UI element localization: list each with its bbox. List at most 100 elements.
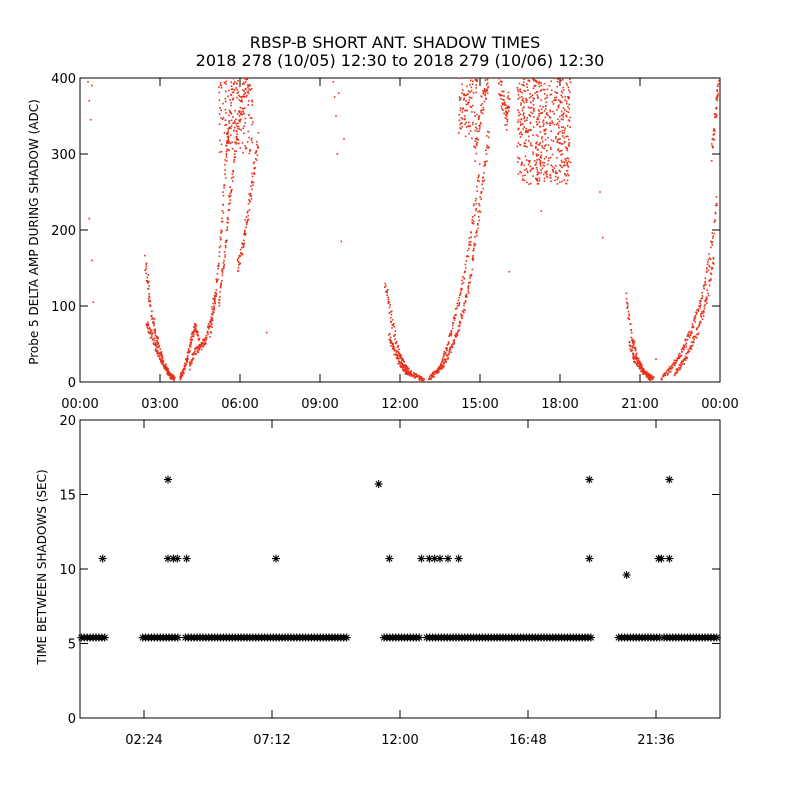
data-point [481, 183, 483, 186]
data-point [536, 171, 539, 173]
data-point [468, 247, 470, 250]
data-point [146, 326, 149, 328]
data-point [218, 255, 221, 258]
data-point [546, 170, 548, 172]
data-point [693, 341, 695, 344]
data-point [523, 179, 526, 182]
data-point [468, 132, 470, 135]
data-point [153, 339, 156, 342]
data-point [257, 145, 259, 147]
data-point [230, 119, 233, 121]
data-point [222, 262, 225, 264]
data-point [630, 336, 632, 339]
data-point [432, 373, 435, 376]
data-point [506, 123, 508, 126]
data-point [210, 320, 213, 322]
data-point [646, 373, 648, 376]
data-point [693, 319, 695, 322]
data-point [151, 333, 153, 336]
data-point [242, 81, 245, 84]
data-point [702, 312, 704, 315]
data-point [162, 364, 165, 366]
data-point [547, 114, 549, 117]
data-point [484, 88, 486, 90]
data-point [157, 346, 159, 348]
data-point [254, 167, 257, 169]
data-point [384, 282, 386, 285]
data-point [213, 294, 216, 297]
data-point [702, 315, 705, 317]
data-point [561, 132, 564, 134]
data-point [561, 149, 563, 152]
data-point [226, 226, 229, 228]
data-point [220, 231, 223, 233]
data-point [559, 100, 561, 102]
data-point [704, 277, 707, 280]
data-point [554, 172, 557, 175]
data-point [173, 377, 176, 380]
data-point [699, 306, 702, 309]
data-point [224, 254, 226, 256]
data-point [500, 81, 503, 83]
data-point [642, 369, 645, 372]
data-point [463, 304, 465, 307]
data-point [529, 115, 532, 117]
data-point [223, 266, 225, 269]
data-point [192, 353, 195, 355]
data-point [239, 95, 241, 98]
data-point [209, 320, 211, 323]
data-point [529, 170, 532, 172]
data-point [470, 236, 472, 238]
data-point [208, 327, 210, 330]
data-point [531, 167, 533, 170]
data-point [526, 171, 529, 174]
data-point [553, 99, 555, 102]
data-point [552, 103, 555, 105]
data-point [628, 314, 631, 317]
data-point [680, 360, 683, 363]
data-point [690, 348, 693, 351]
data-point [391, 327, 393, 329]
data-point [236, 142, 238, 144]
data-point [646, 372, 648, 375]
data-point [155, 335, 158, 338]
data-point [478, 215, 480, 218]
data-point [469, 244, 472, 246]
data-point [447, 353, 450, 356]
data-point [144, 254, 146, 257]
data-point [539, 164, 542, 167]
data-point [687, 350, 690, 353]
data-point [520, 171, 523, 174]
data-point [225, 145, 228, 147]
data-point [563, 161, 566, 164]
data-point [712, 256, 715, 259]
data-point [223, 263, 226, 266]
data-point [565, 159, 567, 162]
data-point [543, 110, 546, 112]
data-point [191, 358, 194, 361]
data-point [522, 78, 525, 80]
data-point [464, 271, 466, 273]
data-point [544, 145, 546, 147]
data-point [637, 365, 639, 367]
data-point [161, 360, 163, 363]
data-point [242, 245, 245, 248]
data-point [560, 110, 563, 113]
data-point [516, 87, 519, 89]
data-point [214, 299, 216, 302]
data-point [550, 139, 553, 141]
data-point [191, 335, 194, 337]
data-point [694, 335, 697, 338]
data-point [508, 271, 511, 273]
data-point [384, 286, 386, 288]
data-point [336, 153, 339, 155]
data-point [567, 111, 570, 114]
data-point [554, 179, 556, 182]
data-point [545, 108, 547, 110]
data-point [272, 554, 280, 563]
data-point [390, 313, 393, 316]
top-y-tick-label: 200 [51, 224, 76, 239]
data-point [222, 116, 225, 119]
data-point [461, 288, 463, 290]
data-point [398, 362, 401, 364]
